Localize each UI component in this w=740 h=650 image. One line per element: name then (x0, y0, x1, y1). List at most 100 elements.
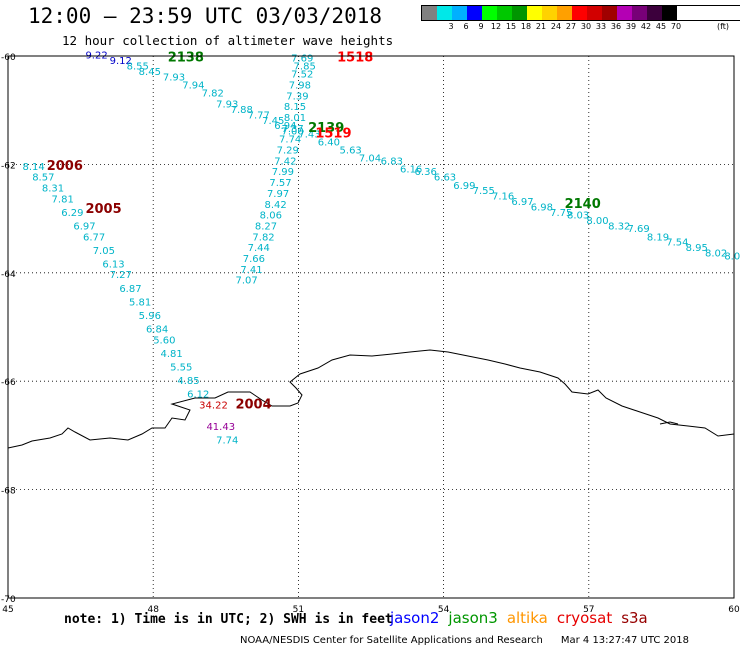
legend-labels: (ft) 3 6 9 12 15 18 21 24 27 30 33 36 39 42 45 70 (421, 21, 740, 33)
wave-height-label: 8.32 (608, 221, 630, 232)
lon-tick-label: 57 (583, 605, 594, 615)
wave-height-label: 6.63 (434, 173, 456, 184)
wave-height-label: 41.43 (206, 422, 235, 433)
pass-number-label: 2006 (47, 159, 83, 174)
wave-height-label: 7.16 (492, 192, 514, 203)
legend-label: 27 (565, 22, 577, 31)
wave-height-label: 7.07 (235, 276, 257, 287)
graticule: 45 48 51 54 57 60-60-62-64-66-68-70 (1, 53, 740, 615)
wave-height-label: 7.82 (202, 89, 224, 100)
page-subtitle: 12 hour collection of altimeter wave hei… (62, 33, 394, 48)
wave-height-label: 7.54 (666, 238, 688, 249)
wave-height-label: 4.81 (160, 349, 182, 360)
legend-label: 3 (448, 22, 454, 31)
wave-height-label: 6.97 (73, 221, 95, 232)
altimeter-tracks: 9.22 9.128.558.45 7.937.947.827.937.887.77… (23, 51, 740, 447)
map-frame (7, 55, 735, 599)
coastline (7, 349, 735, 449)
antarctic-coastline (7, 349, 735, 449)
wave-height-label: 7.52 (291, 70, 313, 81)
legend-swatch (512, 6, 527, 20)
lon-tick-label: 45 (2, 605, 13, 615)
legend-swatch (572, 6, 587, 20)
wave-height-label: 7.75 (550, 208, 572, 219)
wave-height-label: 7.94 (182, 81, 204, 92)
pass-number-label: 2139 (308, 121, 344, 136)
credit-text: NOAA/NESDIS Center for Satellite Applica… (240, 635, 543, 646)
legend-label: 33 (595, 22, 607, 31)
legend-label: 21 (535, 22, 547, 31)
pass-number-label: 1518 (337, 50, 373, 65)
legend-swatch (602, 6, 617, 20)
wave-height-label: 9.12 (110, 56, 132, 67)
wave-height-label: 8.02 (705, 249, 727, 260)
legend-label: 6 (463, 22, 469, 31)
wave-height-label: 6.13 (102, 259, 124, 270)
wave-height-label: 8.19 (647, 232, 669, 243)
legend-label: 15 (505, 22, 517, 31)
wave-height-label: 7.44 (248, 243, 270, 254)
wave-height-label: 34.22 (199, 400, 228, 411)
wave-height-label: 7.00 (281, 127, 303, 138)
wave-height-label: 7.41 (240, 265, 262, 276)
generated-timestamp: Mar 4 13:27:47 UTC 2018 (560, 635, 689, 646)
wave-height-label: 7.77 (248, 110, 270, 121)
wave-height-label: 5.81 (129, 297, 151, 308)
wave-height-label: 5.60 (153, 335, 175, 346)
wave-height-label: 7.45 (262, 116, 284, 127)
wave-height-label: 7.99 (272, 167, 294, 178)
legend-label: 12 (490, 22, 502, 31)
wave-height-label: 8.00 (586, 216, 608, 227)
wave-height-label: 8.57 (32, 173, 54, 184)
legend-swatch (617, 6, 632, 20)
wave-height-label: 7.39 (286, 91, 308, 102)
wave-height-label: 8.01 (284, 113, 306, 124)
wave-height-label: 7.66 (243, 254, 265, 265)
lon-tick-label: 54 (438, 605, 450, 615)
wave-height-label: 7.88 (231, 105, 253, 116)
legend-label: 70 (670, 22, 682, 31)
wave-height-label: 7.74 (279, 135, 301, 146)
wave-height-label: 8.14 (23, 162, 45, 173)
legend-label: 42 (640, 22, 652, 31)
wave-height-label: 7.42 (274, 156, 296, 167)
legend-swatch (437, 6, 452, 20)
wave-height-label: 7.85 (294, 62, 316, 73)
legend-swatch (482, 6, 497, 20)
pass-number-label: 2138 (168, 50, 204, 65)
wave-height-label: 8.31 (42, 184, 64, 195)
wave-height-label: 6.40 (318, 137, 340, 148)
wave-height-label: 6.36 (415, 167, 437, 178)
legend-swatch (587, 6, 602, 20)
legend-label: 45 (655, 22, 667, 31)
wave-height-label: 6.87 (119, 284, 141, 295)
wave-height-label: 8.55 (127, 62, 149, 73)
satellite-name: jason3 (448, 609, 498, 627)
legend-swatch (527, 6, 542, 20)
lon-tick-label: 48 (147, 605, 159, 615)
wave-height-label: 6.29 (61, 208, 83, 219)
wave-height-label: 7.97 (267, 189, 289, 200)
lon-tick-label: 51 (293, 605, 304, 615)
wave-height-label: 8.95 (686, 243, 708, 254)
legend-swatch (422, 6, 437, 20)
wave-height-label: 4.85 (177, 376, 199, 387)
legend-label: 39 (625, 22, 637, 31)
wave-height-label: 7.05 (93, 246, 115, 257)
legend-label: 24 (550, 22, 562, 31)
wave-height-label: 6.98 (531, 202, 553, 213)
wave-height-label: 6.94 (274, 121, 296, 132)
wave-height-label: 6.77 (83, 232, 105, 243)
legend-swatch (662, 6, 677, 20)
wave-height-label: 7.69 (291, 53, 313, 64)
wave-height-label: 7.29 (277, 146, 299, 157)
wave-height-label: 7.74 (216, 436, 238, 447)
legend-swatch (647, 6, 662, 20)
wave-height-label: 8.03 (567, 211, 589, 222)
satellite-name: jason2 (390, 609, 440, 627)
wave-height-label: 7.69 (628, 224, 650, 235)
ice-shelf-outline (659, 421, 679, 425)
credit-line: NOAA/NESDIS Center for Satellite Applica… (240, 635, 689, 646)
wave-height-label: 8.42 (265, 200, 287, 211)
